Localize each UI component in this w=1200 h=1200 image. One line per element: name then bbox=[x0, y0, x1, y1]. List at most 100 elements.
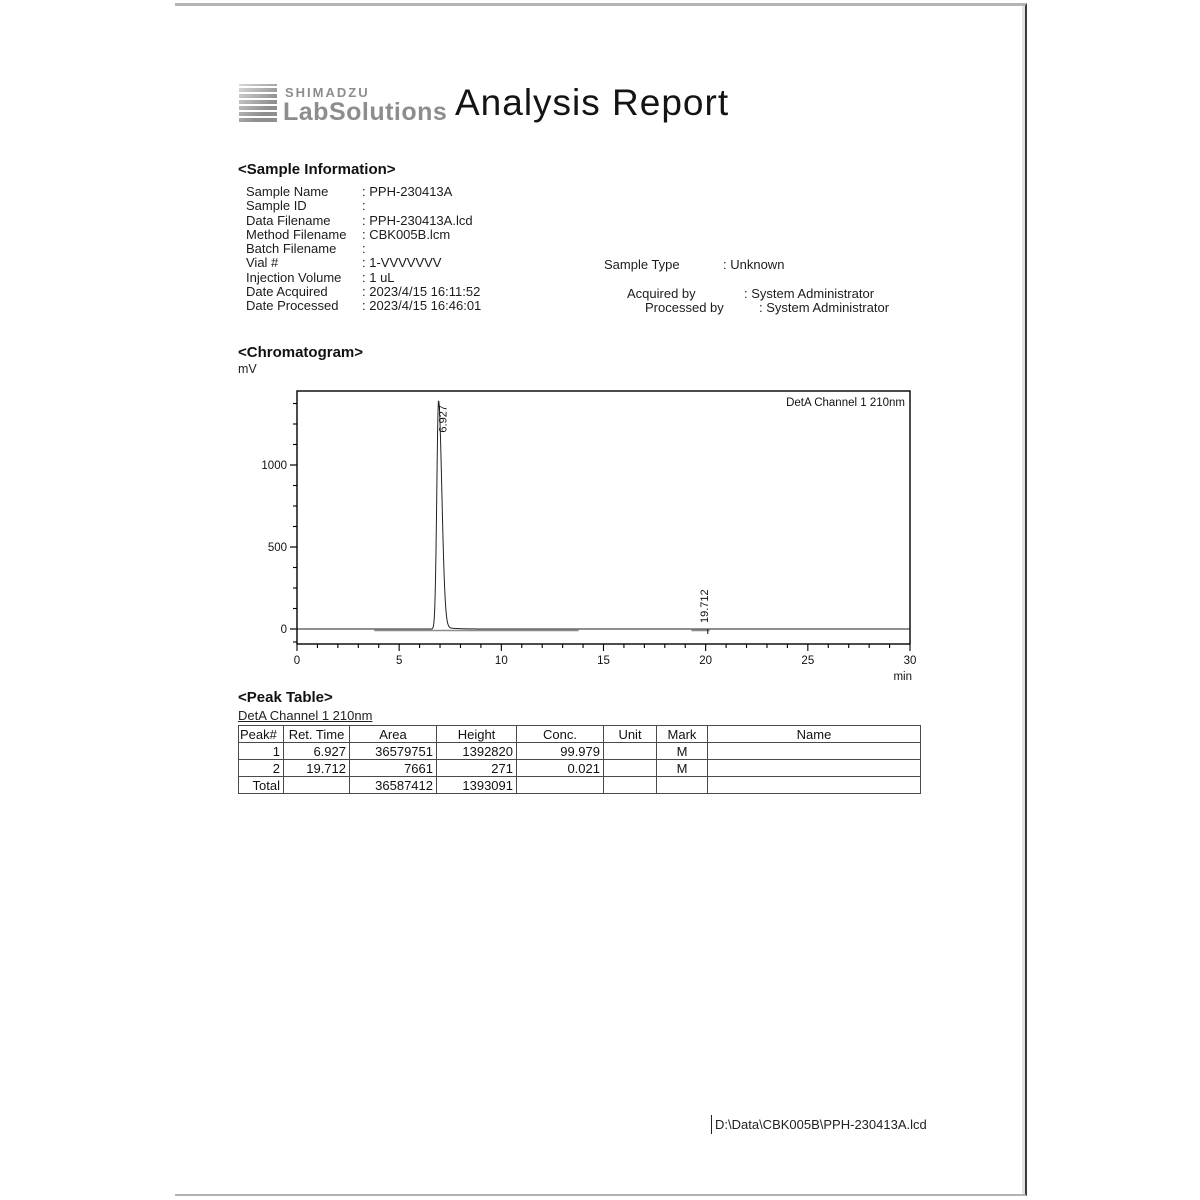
info-value: : System Administrator bbox=[744, 286, 875, 301]
table-cell: M bbox=[656, 742, 708, 760]
table-cell bbox=[707, 776, 921, 794]
table-cell: 2 bbox=[238, 759, 284, 777]
channel-label: DetA Channel 1 210nm bbox=[786, 397, 905, 409]
peak-table-column-header: Peak# bbox=[238, 725, 284, 743]
x-axis-tick-label: 5 bbox=[396, 655, 402, 667]
info-row: Date Processed : 2023/4/15 16:46:01 bbox=[246, 298, 482, 314]
info-row: Vial # : 1-VVVVVVV bbox=[246, 255, 481, 271]
info-value: : 1 uL bbox=[362, 269, 395, 285]
peak-table-column-header: Conc. bbox=[516, 725, 604, 743]
info-row: Method Filename : CBK005B.lcm bbox=[246, 226, 481, 242]
x-axis-tick-label: 15 bbox=[597, 655, 610, 667]
info-label: Injection Volume bbox=[246, 269, 342, 285]
table-cell bbox=[603, 742, 657, 760]
info-label: Sample Name bbox=[246, 184, 329, 199]
table-cell: M bbox=[656, 759, 708, 777]
x-axis-tick-label: 25 bbox=[801, 655, 814, 667]
peak-retention-label: 19.712 bbox=[699, 589, 711, 623]
y-axis-tick-label: 1000 bbox=[261, 460, 287, 472]
table-row: 2 19.712 7661 271 0.021 M bbox=[238, 759, 921, 777]
table-cell: 1393091 bbox=[436, 776, 517, 794]
table-row: 1 6.927 36579751 1392820 99.979 M bbox=[238, 742, 921, 760]
peak-table-column-header: Ret. Time bbox=[283, 725, 350, 743]
peak-table: Peak# Ret. Time Area Height Conc. Unit Mark Nam… bbox=[238, 725, 921, 794]
x-axis-tick-label: 30 bbox=[904, 655, 917, 667]
sample-information-heading: <Sample Information> bbox=[238, 161, 396, 178]
info-value: : bbox=[362, 241, 370, 257]
report-page: SHIMADZU LabSolutions Analysis Report <S… bbox=[175, 3, 1027, 1196]
peak-table-column-header: Height bbox=[436, 725, 517, 743]
peak-table-column-header: Area bbox=[349, 725, 437, 743]
info-row: Sample Name : PPH-230413A bbox=[246, 184, 481, 199]
page-title: Analysis Report bbox=[455, 82, 730, 123]
peak-table-column-header: Name bbox=[707, 725, 921, 743]
peak-retention-label: 6.927 bbox=[438, 405, 450, 433]
info-label: Processed by bbox=[645, 300, 724, 315]
info-value: : 1-VVVVVVV bbox=[362, 255, 442, 271]
info-row: Acquired by : System Administrator bbox=[627, 286, 874, 301]
table-cell bbox=[656, 776, 708, 794]
info-row: Injection Volume : 1 uL bbox=[246, 269, 481, 285]
shimadzu-logo-icon bbox=[239, 84, 277, 122]
info-label: Date Processed bbox=[246, 298, 339, 314]
info-label: Vial # bbox=[246, 255, 279, 271]
info-label: Sample Type bbox=[604, 257, 680, 272]
chromatogram-trace bbox=[297, 400, 910, 630]
info-value: : bbox=[362, 198, 370, 214]
info-row: Date Acquired : 2023/4/15 16:11:52 bbox=[246, 284, 481, 300]
x-axis-tick-label: 20 bbox=[699, 655, 712, 667]
info-value: : CBK005B.lcm bbox=[362, 226, 451, 242]
table-cell: 1392820 bbox=[436, 742, 517, 760]
info-label: Date Acquired bbox=[246, 284, 328, 300]
table-cell: 36587412 bbox=[349, 776, 437, 794]
info-value: : System Administrator bbox=[759, 300, 890, 315]
table-cell bbox=[707, 759, 921, 777]
info-value: : Unknown bbox=[723, 257, 785, 272]
y-axis-tick-label: 500 bbox=[268, 542, 287, 554]
y-axis-tick-label: 0 bbox=[281, 624, 287, 636]
table-cell: Total bbox=[238, 776, 284, 794]
peak-table-header: Peak# Ret. Time Area Height Conc. Unit Mark Nam… bbox=[238, 725, 921, 743]
info-label: Method Filename bbox=[246, 226, 347, 242]
peak-table-body: 1 6.927 36579751 1392820 99.979 M 2 19.712 7661 2… bbox=[238, 742, 921, 794]
table-row: Total 36587412 1393091 bbox=[238, 776, 921, 794]
table-cell bbox=[283, 776, 350, 794]
peak-table-heading: <Peak Table> bbox=[238, 689, 333, 706]
sample-information-left-column: Sample Name: PPH-230413A Sample ID: Data … bbox=[246, 184, 482, 314]
info-label: Batch Filename bbox=[246, 241, 337, 257]
info-row: Sample ID: bbox=[246, 198, 481, 214]
x-axis-tick-label: 0 bbox=[294, 655, 300, 667]
table-cell bbox=[603, 759, 657, 777]
x-axis-unit-label: min bbox=[893, 671, 912, 683]
table-cell bbox=[516, 776, 604, 794]
table-cell: 99.979 bbox=[516, 742, 604, 760]
table-cell bbox=[707, 742, 921, 760]
table-cell: 6.927 bbox=[283, 742, 350, 760]
info-row: Processed by : System Administrator bbox=[645, 300, 889, 315]
x-axis-tick-label: 10 bbox=[495, 655, 508, 667]
info-value: : 2023/4/15 16:46:01 bbox=[362, 298, 482, 314]
brand-shimadzu: SHIMADZU bbox=[285, 85, 370, 100]
brand-labsolutions: LabSolutions bbox=[283, 98, 448, 126]
info-row: Data Filename : PPH-230413A.lcd bbox=[246, 212, 481, 228]
info-label: Data Filename bbox=[246, 212, 331, 228]
table-cell: 19.712 bbox=[283, 759, 350, 777]
plot-frame bbox=[296, 390, 911, 645]
peak-table-column-header: Mark bbox=[656, 725, 708, 743]
table-cell: 1 bbox=[238, 742, 284, 760]
y-axis-unit-label: mV bbox=[238, 362, 257, 376]
info-value: : PPH-230413A.lcd bbox=[362, 212, 473, 228]
info-label: Sample ID bbox=[246, 198, 307, 214]
table-cell: 7661 bbox=[349, 759, 437, 777]
table-cell bbox=[603, 776, 657, 794]
table-cell: 0.021 bbox=[516, 759, 604, 777]
info-label: Acquired by bbox=[627, 286, 696, 301]
chromatogram-plot: 0 5 10 15 20 25 30 min 0 500 1000 DetA Channel 1 21… bbox=[261, 390, 917, 683]
info-value: : PPH-230413A bbox=[362, 184, 453, 199]
footer-file-path: D:\Data\CBK005B\PPH-230413A.lcd bbox=[711, 1115, 927, 1134]
info-row: Batch Filename: bbox=[246, 241, 481, 257]
chromatogram-heading: <Chromatogram> bbox=[238, 344, 364, 361]
peak-table-channel-label: DetA Channel 1 210nm bbox=[238, 708, 373, 723]
info-row: Sample Type : Unknown bbox=[604, 257, 784, 272]
info-value: : 2023/4/15 16:11:52 bbox=[362, 284, 481, 300]
